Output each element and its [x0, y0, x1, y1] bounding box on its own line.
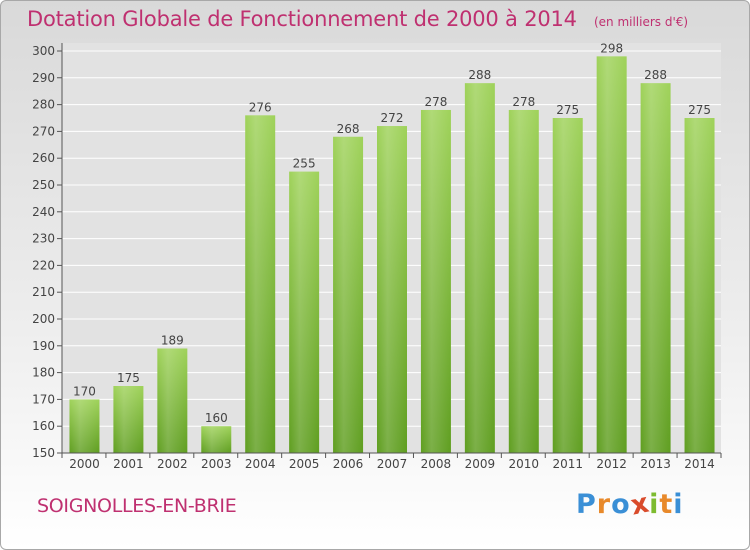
y-tick-label: 160	[32, 419, 55, 433]
bar-highlight	[157, 348, 188, 453]
bar-highlight	[684, 118, 715, 453]
y-tick-label: 220	[32, 258, 55, 272]
x-tick-label: 2014	[684, 457, 715, 471]
logo-letter: i	[673, 489, 684, 520]
data-label: 189	[161, 333, 184, 347]
data-label: 175	[117, 371, 140, 385]
x-axis: 2000 2001 2002 2003 2004 2005 2006 2007 2008 2009…	[61, 452, 722, 471]
data-label: 276	[249, 100, 272, 114]
y-tick-label: 150	[32, 446, 55, 460]
bar-highlight	[113, 386, 144, 453]
bar-highlight	[69, 399, 100, 453]
logo-letter: t	[659, 489, 674, 520]
bar-highlight	[201, 426, 232, 453]
proxiti-logo: Proxiti	[576, 487, 684, 521]
x-tick-label: 2004	[245, 457, 276, 471]
y-tick-label: 240	[32, 205, 55, 219]
x-tick-label: 2010	[509, 457, 540, 471]
data-label: 170	[73, 384, 96, 398]
y-tick-label: 200	[32, 312, 55, 326]
bar-highlight	[552, 118, 583, 453]
x-tick-label: 2012	[596, 457, 627, 471]
y-tick-label: 210	[32, 285, 55, 299]
chart-header: Dotation Globale de Fonctionnement de 20…	[27, 7, 688, 31]
data-label: 255	[293, 157, 316, 171]
data-labels: 170 175 189 160 276 255 268 272 278 288 278 275 298 2…	[73, 41, 711, 425]
data-label: 298	[600, 41, 623, 55]
x-tick-label: 2000	[69, 457, 100, 471]
x-tick-label: 2005	[289, 457, 320, 471]
data-label: 272	[381, 111, 404, 125]
bar-highlight	[640, 83, 671, 453]
data-label: 268	[337, 122, 360, 136]
logo-letter: P	[576, 489, 597, 520]
x-tick-label: 2013	[640, 457, 671, 471]
data-label: 160	[205, 411, 228, 425]
y-tick-label: 300	[32, 44, 55, 58]
city-name: SOIGNOLLES-EN-BRIE	[37, 495, 237, 517]
y-tick-label: 170	[32, 392, 55, 406]
x-tick-label: 2006	[333, 457, 364, 471]
bar-highlight	[289, 171, 320, 453]
data-label: 275	[556, 103, 579, 117]
y-tick-label: 230	[32, 232, 55, 246]
x-tick-label: 2002	[157, 457, 188, 471]
bar-highlight	[333, 136, 364, 453]
bars	[69, 56, 715, 454]
data-label: 278	[512, 95, 535, 109]
y-tick-label: 250	[32, 178, 55, 192]
y-tick-label: 270	[32, 124, 55, 138]
data-label: 288	[644, 68, 667, 82]
bar-highlight	[245, 115, 276, 453]
x-tick-label: 2008	[421, 457, 452, 471]
bar-highlight	[464, 83, 495, 453]
x-tick-label: 2003	[201, 457, 232, 471]
y-tick-label: 260	[32, 151, 55, 165]
y-tick-label: 180	[32, 366, 55, 380]
bar-highlight	[420, 109, 451, 454]
bar-highlight	[377, 126, 407, 453]
x-tick-label: 2001	[113, 457, 144, 471]
x-tick-label: 2009	[465, 457, 496, 471]
y-tick-label: 190	[32, 339, 55, 353]
y-tick-label: 290	[32, 71, 55, 85]
x-tick-label: 2007	[377, 457, 408, 471]
bar-highlight	[596, 56, 627, 454]
data-label: 275	[688, 103, 711, 117]
logo-letter: o	[611, 489, 631, 520]
y-tick-label: 280	[32, 98, 55, 112]
logo-letter: i	[649, 489, 660, 520]
chart-subtitle: (en milliers d'€)	[593, 15, 689, 29]
data-label: 278	[424, 95, 447, 109]
x-tick-label: 2011	[552, 457, 583, 471]
y-axis: 150 160 170 180 190 200 210 220 230 240 250 260 270 2…	[32, 43, 63, 460]
bar-highlight	[508, 109, 539, 454]
chart-title: Dotation Globale de Fonctionnement de 20…	[27, 7, 577, 31]
data-label: 288	[468, 68, 491, 82]
logo-letter: r	[596, 489, 612, 520]
